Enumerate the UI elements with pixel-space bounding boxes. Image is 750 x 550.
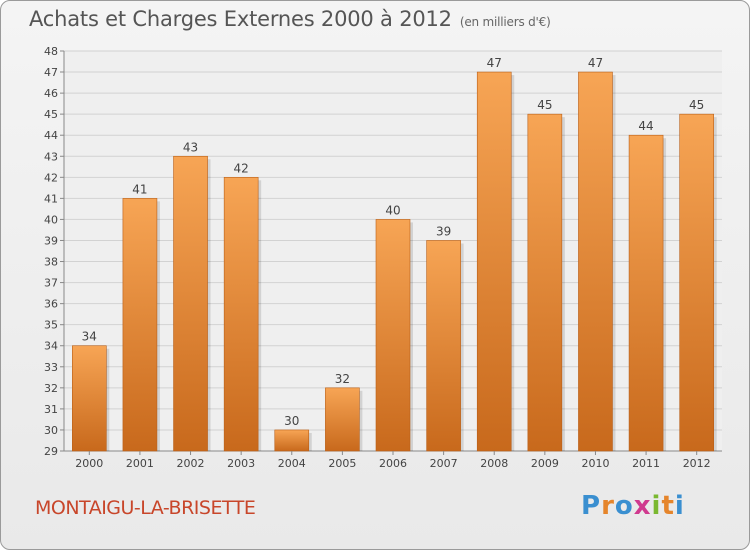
data-label: 47: [588, 56, 603, 70]
x-tick-label: 2002: [177, 457, 205, 470]
chart-title: Achats et Charges Externes 2000 à 2012 (e…: [29, 7, 551, 31]
x-tick-label: 2009: [531, 457, 559, 470]
bar: [325, 387, 360, 452]
x-tick-label: 2003: [227, 457, 255, 470]
logo-letter: i: [651, 491, 662, 521]
bar: [173, 155, 208, 452]
y-tick-label: 46: [44, 87, 58, 100]
y-tick-label: 42: [44, 171, 58, 184]
x-tick-label: 2006: [379, 457, 407, 470]
bar: [628, 134, 664, 452]
data-label: 30: [284, 414, 299, 428]
bar: [426, 240, 461, 452]
logo-letter: o: [614, 491, 634, 521]
x-tick-label: 2010: [581, 457, 609, 470]
x-tick-label: 2000: [75, 457, 103, 470]
logo-letter: i: [674, 491, 685, 521]
bar: [578, 71, 613, 452]
y-tick-label: 29: [44, 445, 58, 458]
x-tick-label: 2011: [632, 457, 660, 470]
x-tick-label: 2007: [430, 457, 458, 470]
data-label: 40: [385, 203, 400, 217]
y-tick-label: 43: [44, 150, 58, 163]
city-name: MONTAIGU-LA-BRISETTE: [35, 497, 256, 519]
logo-letter: r: [601, 491, 615, 521]
data-label: 42: [234, 161, 249, 175]
logo-letter: x: [633, 491, 652, 521]
data-label: 45: [689, 98, 704, 112]
proxiti-logo[interactable]: Proxiti: [581, 491, 685, 521]
data-label: 43: [183, 140, 198, 154]
bar: [274, 429, 310, 452]
chart-unit: (en milliers d'€): [459, 15, 551, 29]
x-tick-label: 2008: [480, 457, 508, 470]
bar: [223, 177, 259, 452]
y-tick-label: 30: [44, 424, 58, 437]
y-tick-label: 39: [44, 234, 58, 247]
logo-letter: P: [581, 491, 602, 521]
x-tick-label: 2004: [278, 457, 306, 470]
x-tick-label: 2012: [683, 457, 711, 470]
data-label: 32: [335, 372, 350, 386]
x-tick-label: 2005: [328, 457, 356, 470]
y-tick-label: 36: [44, 298, 58, 311]
y-tick-label: 48: [44, 45, 58, 58]
data-label: 45: [537, 98, 552, 112]
y-tick-label: 44: [44, 129, 58, 142]
data-label: 34: [82, 330, 97, 344]
y-tick-label: 33: [44, 361, 58, 374]
y-tick-label: 40: [44, 213, 58, 226]
y-tick-label: 34: [44, 340, 58, 353]
y-tick-label: 37: [44, 277, 58, 290]
chart-title-text: Achats et Charges Externes 2000 à 2012: [29, 7, 452, 31]
data-label: 41: [132, 182, 147, 196]
y-tick-label: 32: [44, 382, 58, 395]
y-tick-label: 45: [44, 108, 58, 121]
data-label: 39: [436, 224, 451, 238]
data-label: 44: [638, 119, 653, 133]
logo-letter: t: [661, 491, 675, 521]
y-tick-label: 38: [44, 256, 58, 269]
bar: [375, 219, 411, 452]
data-label: 47: [487, 56, 502, 70]
y-tick-label: 35: [44, 319, 58, 332]
bar: [476, 71, 512, 452]
y-tick-label: 41: [44, 192, 58, 205]
bar: [679, 113, 714, 452]
y-tick-label: 47: [44, 66, 58, 79]
bar: [72, 345, 107, 452]
bar: [527, 113, 563, 452]
x-tick-label: 2001: [126, 457, 154, 470]
y-tick-label: 31: [44, 403, 58, 416]
bar: [122, 198, 158, 452]
